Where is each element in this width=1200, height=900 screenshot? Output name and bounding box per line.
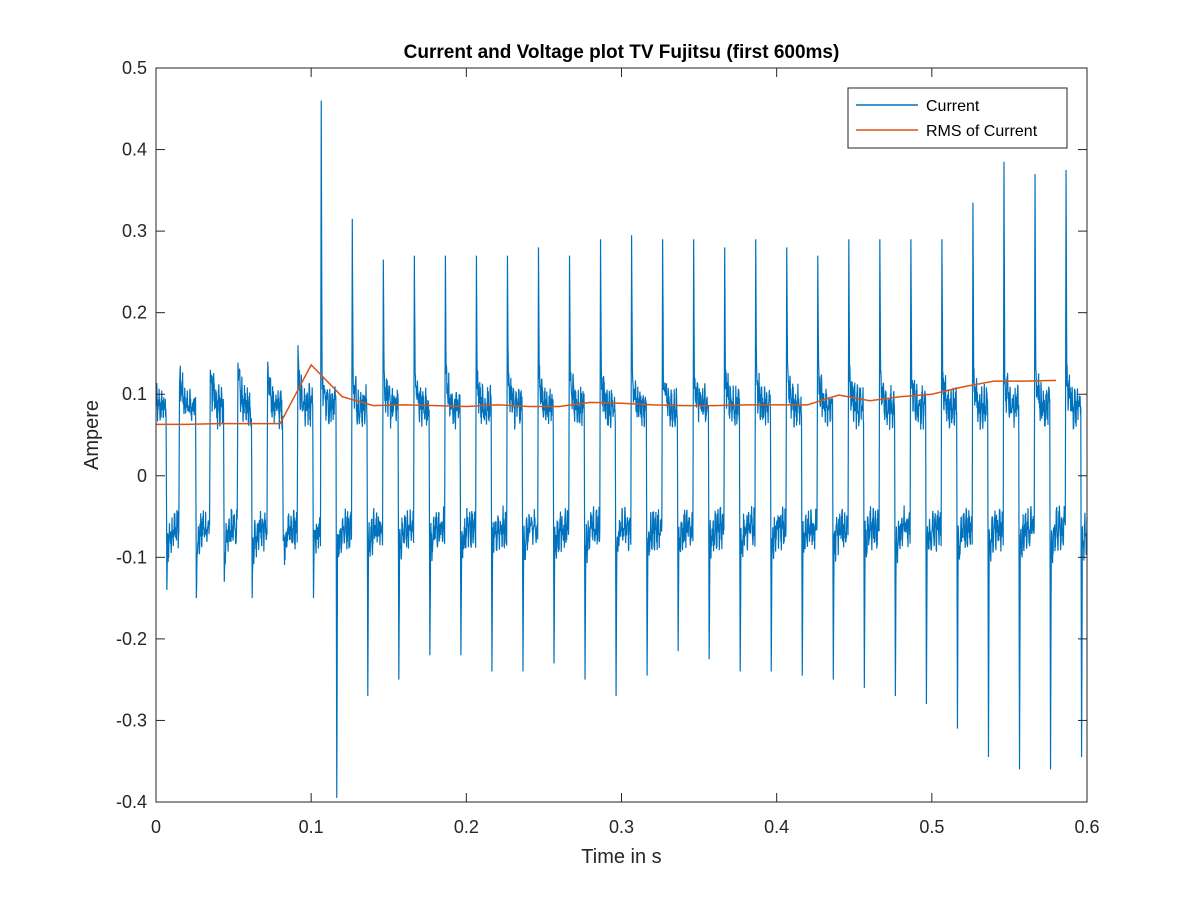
x-tick-label: 0.6	[1074, 817, 1099, 837]
chart-title: Current and Voltage plot TV Fujitsu (fir…	[404, 42, 840, 63]
legend-box	[847, 87, 1068, 149]
y-tick-label: 0	[137, 466, 147, 486]
y-tick-label: -0.1	[116, 547, 147, 567]
y-tick-label: 0.3	[122, 221, 147, 241]
legend-entry-rms-of-current: RMS of Current	[926, 123, 1038, 140]
plot-area	[156, 68, 1087, 802]
series-current-line	[155, 100, 1088, 798]
y-tick-label: 0.5	[122, 58, 147, 78]
y-tick-label: 0.1	[122, 384, 147, 404]
y-tick-label: -0.2	[116, 629, 147, 649]
y-tick-label: -0.3	[116, 710, 147, 730]
y-tick-label: 0.2	[122, 303, 147, 323]
y-axis: -0.4 -0.3 -0.2 -0.1 0 0.1 0.2 0.3 0.4 0.5	[116, 58, 1087, 812]
x-tick-label: 0.4	[764, 817, 789, 837]
series-layer	[155, 100, 1088, 798]
y-tick-label: 0.4	[122, 140, 147, 160]
x-axis: 0 0.1 0.2 0.3 0.4 0.5 0.6	[151, 68, 1100, 837]
x-tick-label: 0.2	[454, 817, 479, 837]
x-tick-label: 0	[151, 817, 161, 837]
x-axis-label: Time in s	[581, 846, 661, 868]
y-tick-label: -0.4	[116, 792, 147, 812]
series-rms-of-current-line	[156, 363, 1056, 426]
legend: Current RMS of Current	[847, 87, 1068, 149]
x-tick-label: 0.5	[919, 817, 944, 837]
legend-entry-current: Current	[926, 98, 980, 115]
x-tick-label: 0.3	[609, 817, 634, 837]
x-tick-label: 0.1	[299, 817, 324, 837]
y-axis-label: Ampere	[81, 400, 103, 470]
